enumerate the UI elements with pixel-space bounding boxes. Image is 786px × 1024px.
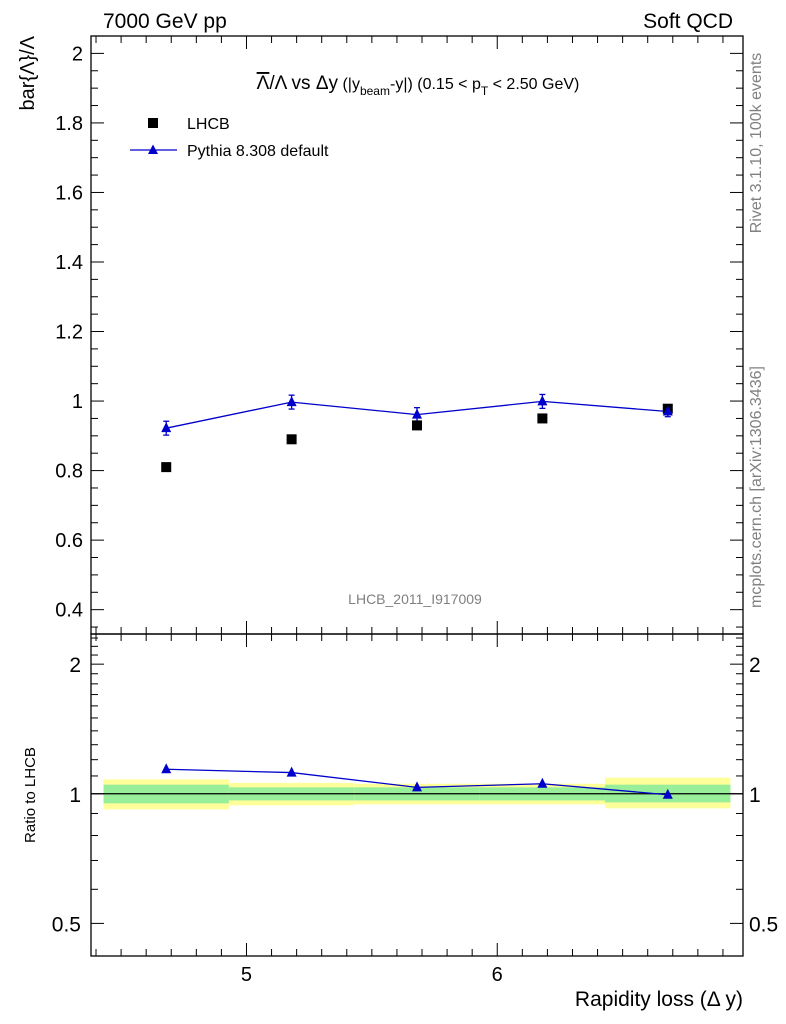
main-axis-ticks: 0.4 0.6 0.8 1 1.2 1.4 1.6 1.8 2	[55, 35, 743, 634]
lhcb-data-point	[161, 462, 172, 473]
main-data-layer	[161, 393, 673, 473]
ratio-y-tick-label: 2	[69, 654, 81, 677]
pythia-data-point	[412, 408, 422, 419]
main-y-tick-label: 0.6	[55, 530, 83, 552]
legend-lhcb-label: LHCB	[187, 116, 230, 133]
ratio-y-tick-label-right: 0.5	[749, 913, 778, 936]
pythia-data-point	[161, 422, 172, 433]
title-sub-t: T	[481, 84, 489, 98]
ratio-pythia-point	[412, 781, 422, 792]
main-y-tick-label: 1.2	[55, 322, 83, 344]
ratio-pythia-point	[161, 763, 172, 774]
ratio-data-layer	[161, 763, 673, 799]
legend-pythia-marker	[148, 144, 158, 154]
ratio-pythia-point	[662, 788, 673, 799]
lhcb-data-point	[286, 434, 297, 445]
x-axis-label: Rapidity loss (Δ y)	[575, 988, 743, 1011]
x-tick-label: 6	[492, 964, 503, 986]
ratio-pythia-point	[286, 766, 297, 777]
main-y-axis-label: bar{Λ}/Λ	[17, 35, 39, 110]
process-label: Soft QCD	[643, 10, 733, 33]
ratio-pythia-point	[537, 777, 548, 788]
ratio-y-axis-label: Ratio to LHCB	[22, 747, 39, 843]
main-y-tick-label: 2	[72, 43, 83, 65]
main-plot-title: Λ/Λ vs Δy (|ybeam-y|) (0.15 < pT < 2.50 …	[257, 73, 580, 98]
lhcb-data-point	[537, 413, 548, 424]
x-tick-label: 5	[241, 964, 252, 986]
title-open: (|y	[338, 76, 360, 93]
main-y-tick-label: 1.4	[55, 252, 83, 274]
ratio-y-tick-label: 0.5	[52, 913, 81, 936]
mcplots-reference-label: mcplots.cern.ch [arXiv:1306.3436]	[748, 366, 765, 608]
main-y-tick-label: 0.8	[55, 461, 83, 483]
legend-lhcb-marker	[148, 118, 158, 128]
legend: LHCB Pythia 8.308 default	[130, 116, 329, 160]
title-lambda-vs: /Λ vs	[269, 73, 315, 94]
pythia-data-point	[286, 396, 297, 407]
analysis-label: LHCB_2011_I917009	[348, 591, 482, 607]
energy-label: 7000 GeV pp	[103, 10, 227, 33]
title-delta-y: Δy	[316, 73, 339, 94]
title-mid: -y|) (0.15 < p	[390, 76, 481, 93]
lhcb-data-point	[412, 420, 422, 431]
main-y-tick-label: 1.6	[55, 182, 83, 204]
ratio-y-tick-label-right: 1	[749, 784, 761, 807]
ratio-band-layer	[91, 777, 743, 810]
title-sub-beam: beam	[360, 84, 390, 98]
main-y-tick-label: 1.8	[55, 113, 83, 135]
ratio-y-tick-label-right: 2	[749, 654, 761, 677]
rivet-version-label: Rivet 3.1.10, 100k events	[748, 53, 765, 234]
ratio-y-tick-label: 1	[69, 784, 81, 807]
ratio-plot-frame	[90, 633, 744, 957]
ratio-axis-ticks: 0.5 0.5 1 1 2 2 5 6	[52, 634, 778, 986]
title-close: < 2.50 GeV)	[488, 76, 579, 93]
legend-pythia-label: Pythia 8.308 default	[187, 143, 329, 160]
main-y-tick-label: 0.4	[55, 600, 83, 622]
pythia-data-point	[662, 405, 673, 416]
pythia-data-point	[537, 395, 548, 406]
title-lambda-bar: Λ	[257, 73, 270, 94]
main-y-tick-label: 1	[72, 391, 83, 413]
